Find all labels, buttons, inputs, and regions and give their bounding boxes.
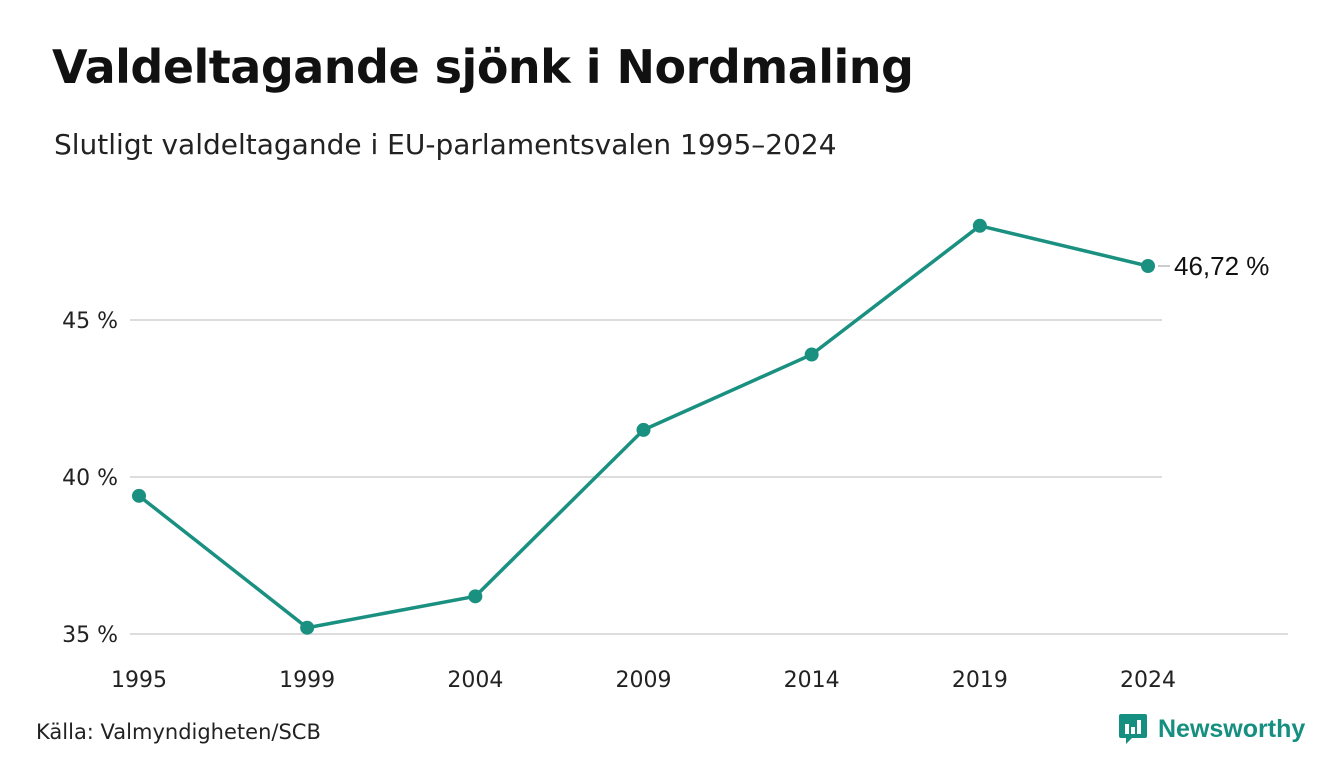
- x-tick-label: 1995: [111, 668, 167, 693]
- brand-logo: Newsworthy: [1118, 713, 1305, 745]
- data-point-2014: [804, 347, 819, 362]
- data-point-1995: [132, 488, 146, 503]
- data-point-2024: [1141, 258, 1155, 273]
- line-chart: 35 % 40 % 45 % 1995 1999 2004 2009 2014 2019 202…: [62, 218, 1288, 693]
- series-turnout: [132, 218, 1155, 635]
- chart-subtitle: Slutligt valdeltagande i EU-parlamentsva…: [54, 128, 837, 161]
- x-tick-label: 2009: [616, 668, 672, 693]
- x-tick-label: 2024: [1120, 668, 1176, 693]
- source-note: Källa: Valmyndigheten/SCB: [36, 720, 321, 744]
- x-axis-ticks: 1995 1999 2004 2009 2014 2019 2024: [111, 668, 1176, 693]
- y-tick-label: 45 %: [62, 309, 118, 334]
- data-point-2004: [468, 589, 483, 604]
- data-point-2019: [972, 218, 987, 233]
- data-point-1999: [300, 620, 315, 635]
- y-tick-label: 35 %: [62, 623, 118, 648]
- end-value-label: 46,72 %: [1174, 251, 1269, 281]
- end-value-label-group: 46,72 %: [1158, 251, 1269, 281]
- data-point-2009: [636, 422, 651, 437]
- chart-title: Valdeltagande sjönk i Nordmaling: [52, 40, 914, 94]
- x-tick-label: 1999: [279, 668, 335, 693]
- x-tick-label: 2019: [952, 668, 1008, 693]
- x-tick-label: 2004: [447, 668, 503, 693]
- brand-name: Newsworthy: [1158, 714, 1306, 743]
- bar-chart-speech-bubble-icon: [1119, 714, 1147, 744]
- gridlines: [130, 319, 1288, 635]
- y-axis-ticks: 35 % 40 % 45 %: [62, 309, 118, 648]
- x-tick-label: 2014: [784, 668, 840, 693]
- y-tick-label: 40 %: [62, 466, 118, 491]
